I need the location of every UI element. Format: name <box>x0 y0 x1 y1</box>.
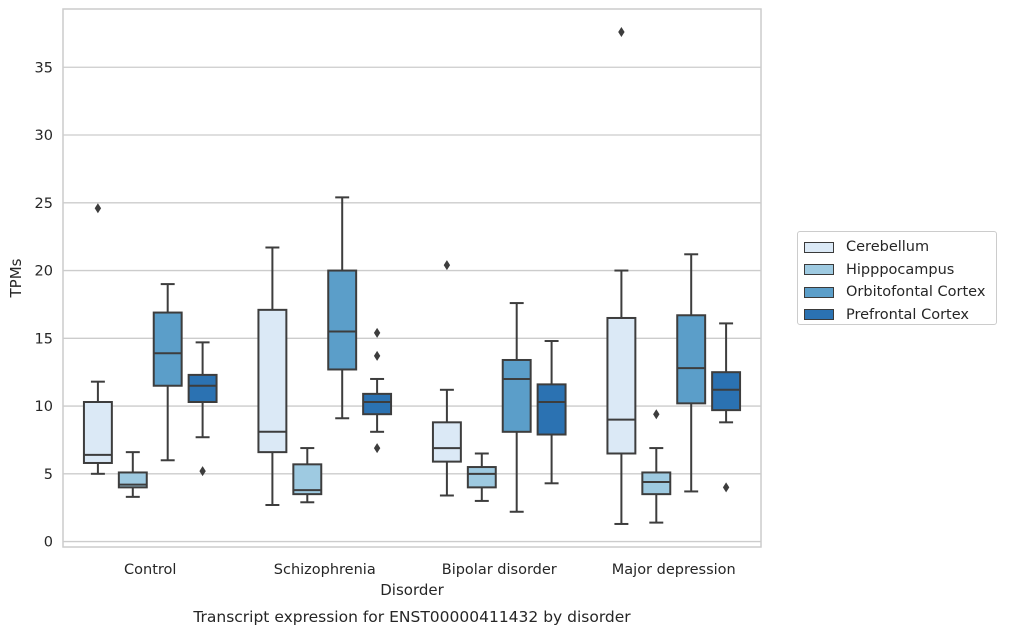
outlier-point <box>373 327 381 338</box>
box <box>606 316 637 455</box>
box <box>466 466 497 489</box>
legend-label: Cerebellum <box>846 239 930 256</box>
box <box>257 308 288 454</box>
y-tick-label: 5 <box>44 467 53 483</box>
x-tick-label: Schizophrenia <box>274 562 376 578</box>
box-group <box>676 253 707 493</box>
outlier-point <box>199 466 206 477</box>
legend: Cerebellum Hipppocampus Orbitofontal Cor… <box>797 231 997 325</box>
box <box>82 400 113 464</box>
box <box>501 358 532 433</box>
box-group <box>466 452 497 502</box>
y-tick-label: 0 <box>44 535 53 551</box>
outlier-point <box>722 482 730 493</box>
legend-label: Orbitofontal Cortex <box>846 284 986 301</box>
legend-item-hippocampus: Hipppocampus <box>804 259 996 282</box>
box <box>676 314 707 405</box>
box <box>641 471 672 496</box>
outlier-point <box>653 409 660 420</box>
y-tick-label: 25 <box>35 196 53 212</box>
legend-item-prefrontal-cortex: Prefrontal Cortex <box>804 304 996 327</box>
box <box>152 311 183 387</box>
y-tick-label: 30 <box>35 128 53 144</box>
box <box>187 373 218 403</box>
legend-swatch <box>804 241 834 253</box>
box-group <box>292 447 323 504</box>
box-group <box>152 283 183 462</box>
box-group <box>501 302 532 513</box>
box-group <box>82 203 113 475</box>
box-plot-marks <box>82 27 742 525</box>
outlier-point <box>443 260 451 271</box>
box <box>711 371 742 412</box>
box <box>536 383 567 436</box>
box-group <box>362 327 393 454</box>
legend-swatch <box>804 309 834 321</box>
chart-title: Transcript expression for ENST0000041143… <box>192 608 631 626</box>
legend-swatch <box>804 286 834 298</box>
box <box>117 471 148 489</box>
box <box>362 392 393 416</box>
legend-swatch <box>804 264 834 276</box>
x-tick-label: Control <box>124 562 176 578</box>
x-tick-label: Major depression <box>612 562 736 578</box>
x-tick-labels: Control Schizophrenia Bipolar disorder Majo… <box>124 562 736 578</box>
box-group <box>187 341 218 477</box>
box <box>431 421 462 463</box>
outlier-point <box>618 27 625 38</box>
outlier-point <box>373 350 381 361</box>
box-group <box>536 340 567 485</box>
x-axis-label: Disorder <box>380 581 444 599</box>
y-tick-label: 15 <box>35 331 53 347</box>
outlier-point <box>373 443 381 454</box>
box <box>327 269 358 371</box>
box-group <box>117 451 148 498</box>
legend-item-cerebellum: Cerebellum <box>804 236 996 259</box>
plot-frame <box>62 8 762 548</box>
y-tick-label: 10 <box>35 399 53 415</box>
outlier-point <box>94 203 102 214</box>
box-group <box>606 27 637 525</box>
legend-item-orbitofrontal-cortex: Orbitofontal Cortex <box>804 281 996 304</box>
x-tick-label: Bipolar disorder <box>442 562 557 578</box>
y-tick-label: 20 <box>35 264 53 280</box>
y-tick-labels: 0 5 10 15 20 25 30 35 <box>35 60 53 550</box>
box-group <box>431 260 462 497</box>
box-group <box>711 322 742 493</box>
y-axis-label: TPMs <box>7 258 25 298</box>
box-group <box>257 246 288 506</box>
legend-label: Hipppocampus <box>846 261 955 278</box>
legend-label: Prefrontal Cortex <box>846 306 969 323</box>
y-tick-label: 35 <box>35 60 53 76</box>
box-group <box>641 409 672 524</box>
box-group <box>327 196 358 420</box>
